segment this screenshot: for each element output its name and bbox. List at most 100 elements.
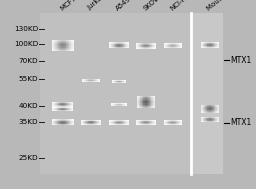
Bar [58,40,59,41]
Bar [98,124,99,125]
Bar [68,49,69,50]
Bar [138,102,139,103]
Bar [201,106,202,107]
Bar [136,48,137,49]
Bar [70,105,71,106]
Bar [143,124,144,125]
Bar [148,96,149,97]
Bar [169,122,170,123]
Bar [61,104,62,105]
Bar [210,108,211,109]
Bar [211,47,212,48]
Bar [214,105,215,106]
Bar [90,80,91,81]
Bar [56,109,57,110]
Bar [149,105,150,107]
Bar [202,120,203,121]
Bar [210,108,211,109]
Bar [140,44,141,45]
Bar [114,45,115,46]
Bar [53,119,54,120]
Bar [57,109,58,110]
Bar [63,108,64,109]
Bar [68,108,69,109]
Bar [210,107,211,108]
Bar [210,112,211,113]
Bar [53,121,54,122]
Bar [117,120,118,121]
Bar [121,104,122,105]
Bar [149,46,150,47]
Bar [85,124,86,125]
Bar [55,45,56,46]
Bar [98,121,99,122]
Bar [96,80,97,81]
Bar [53,41,54,42]
Bar [54,121,55,122]
Bar [63,105,64,106]
Bar [154,44,155,45]
Text: NCI-H460: NCI-H460 [169,0,198,11]
Bar [112,104,113,105]
Bar [209,47,210,48]
Bar [120,47,121,48]
Bar [60,109,61,110]
Bar [70,49,71,50]
Bar [71,105,72,106]
Bar [141,46,142,47]
Bar [90,124,91,125]
Bar [66,120,67,121]
Bar [143,45,144,46]
Bar [58,120,59,121]
Bar [53,108,54,109]
Bar [65,47,66,49]
Bar [98,80,99,81]
Bar [207,46,208,47]
Bar [143,123,144,124]
Bar [217,45,218,46]
Bar [144,120,145,121]
Bar [215,117,216,118]
Bar [97,121,98,122]
Bar [93,122,94,123]
Bar [70,44,71,45]
Bar [55,105,56,106]
Bar [143,122,144,123]
Bar [112,81,113,82]
Bar [164,44,165,45]
Bar [209,118,210,119]
Bar [83,120,84,121]
Bar [68,110,69,111]
Bar [168,44,169,45]
Bar [137,98,138,100]
Bar [71,120,72,121]
Bar [122,120,123,121]
Bar [212,106,213,107]
Bar [115,121,116,122]
Bar [71,120,72,121]
Bar [114,42,115,43]
Bar [152,120,153,121]
Bar [123,43,124,44]
Bar [150,103,151,105]
Bar [118,45,119,46]
Bar [214,47,215,48]
Bar [114,104,115,105]
Bar [217,43,218,44]
Bar [180,120,181,121]
Bar [68,103,69,104]
Bar [57,102,58,103]
Bar [153,102,154,103]
Bar [169,120,170,121]
Bar [146,43,147,44]
Bar [179,44,180,45]
Bar [202,109,203,110]
Bar [217,105,218,106]
Bar [71,49,72,50]
Bar [110,124,111,125]
Bar [178,46,179,47]
Bar [165,47,166,48]
Bar [210,118,211,119]
Bar [146,43,147,44]
Bar [172,124,173,125]
